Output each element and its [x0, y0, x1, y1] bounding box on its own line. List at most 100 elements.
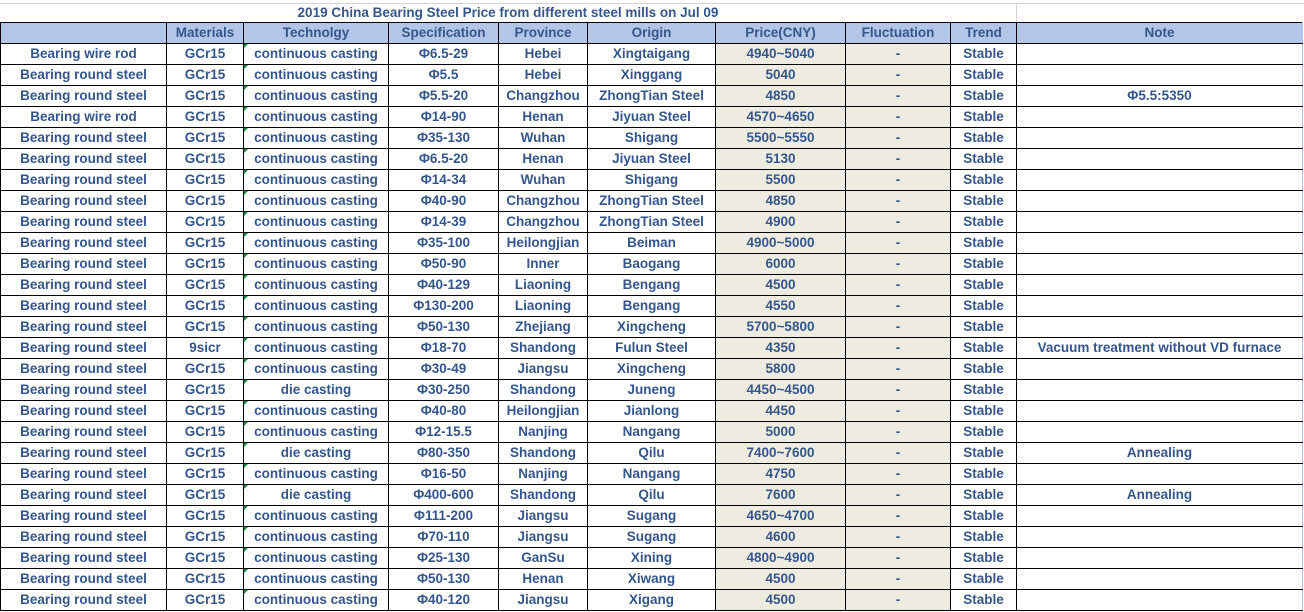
cell-product[interactable]: Bearing wire rod	[0, 106, 167, 128]
cell-fluctuation[interactable]: -	[845, 526, 951, 548]
cell-material[interactable]: GCr15	[166, 379, 244, 401]
cell-product[interactable]: Bearing round steel	[0, 589, 167, 611]
cell-specification[interactable]: Φ40-120	[388, 589, 499, 611]
cell-trend[interactable]: Stable	[950, 400, 1017, 422]
cell-trend[interactable]: Stable	[950, 463, 1017, 485]
cell-province[interactable]: Henan	[498, 106, 588, 128]
cell-material[interactable]: GCr15	[166, 547, 244, 569]
cell-note[interactable]	[1016, 64, 1303, 86]
cell-specification[interactable]: Φ40-129	[388, 274, 499, 296]
cell-specification[interactable]: Φ35-100	[388, 232, 499, 254]
cell-product[interactable]: Bearing round steel	[0, 526, 167, 548]
cell-trend[interactable]: Stable	[950, 148, 1017, 170]
cell-fluctuation[interactable]: -	[845, 316, 951, 338]
cell-price[interactable]: 4500	[715, 568, 846, 590]
cell-product[interactable]: Bearing round steel	[0, 568, 167, 590]
cell-specification[interactable]: Φ35-130	[388, 127, 499, 149]
cell-fluctuation[interactable]: -	[845, 169, 951, 191]
cell-origin[interactable]: ZhongTian Steel	[587, 211, 716, 233]
cell-price[interactable]: 4800~4900	[715, 547, 846, 569]
cell-note[interactable]	[1016, 547, 1303, 569]
cell-technology[interactable]: continuous casting	[243, 400, 389, 422]
cell-technology[interactable]: die casting	[243, 379, 389, 401]
cell-fluctuation[interactable]: -	[845, 106, 951, 128]
cell-specification[interactable]: Φ14-90	[388, 106, 499, 128]
cell-specification[interactable]: Φ50-130	[388, 316, 499, 338]
cell-trend[interactable]: Stable	[950, 589, 1017, 611]
cell-trend[interactable]: Stable	[950, 526, 1017, 548]
cell-technology[interactable]: continuous casting	[243, 568, 389, 590]
cell-origin[interactable]: Sugang	[587, 526, 716, 548]
cell-product[interactable]: Bearing round steel	[0, 64, 167, 86]
cell-note[interactable]	[1016, 505, 1303, 527]
cell-technology[interactable]: continuous casting	[243, 358, 389, 380]
cell-province[interactable]: Liaoning	[498, 274, 588, 296]
cell-price[interactable]: 4850	[715, 190, 846, 212]
cell-specification[interactable]: Φ50-130	[388, 568, 499, 590]
cell-material[interactable]: GCr15	[166, 274, 244, 296]
cell-fluctuation[interactable]: -	[845, 253, 951, 275]
cell-province[interactable]: Shandong	[498, 442, 588, 464]
cell-trend[interactable]: Stable	[950, 64, 1017, 86]
cell-note[interactable]	[1016, 43, 1303, 65]
cell-province[interactable]: Jiangsu	[498, 526, 588, 548]
cell-specification[interactable]: Φ18-70	[388, 337, 499, 359]
cell-specification[interactable]: Φ16-50	[388, 463, 499, 485]
cell-province[interactable]: Inner	[498, 253, 588, 275]
cell-origin[interactable]: ZhongTian Steel	[587, 85, 716, 107]
cell-origin[interactable]: Xigang	[587, 589, 716, 611]
cell-price[interactable]: 5700~5800	[715, 316, 846, 338]
cell-material[interactable]: GCr15	[166, 568, 244, 590]
cell-material[interactable]: GCr15	[166, 211, 244, 233]
cell-material[interactable]: GCr15	[166, 253, 244, 275]
cell-specification[interactable]: Φ70-110	[388, 526, 499, 548]
cell-trend[interactable]: Stable	[950, 211, 1017, 233]
cell-price[interactable]: 4350	[715, 337, 846, 359]
cell-trend[interactable]: Stable	[950, 421, 1017, 443]
cell-product[interactable]: Bearing round steel	[0, 442, 167, 464]
cell-material[interactable]: GCr15	[166, 421, 244, 443]
cell-province[interactable]: Zhejiang	[498, 316, 588, 338]
cell-origin[interactable]: Baogang	[587, 253, 716, 275]
cell-note[interactable]	[1016, 400, 1303, 422]
column-header-price[interactable]: Price(CNY)	[715, 22, 846, 44]
cell-specification[interactable]: Φ14-34	[388, 169, 499, 191]
cell-trend[interactable]: Stable	[950, 568, 1017, 590]
cell-origin[interactable]: Jiyuan Steel	[587, 148, 716, 170]
cell-price[interactable]: 5800	[715, 358, 846, 380]
cell-trend[interactable]: Stable	[950, 274, 1017, 296]
cell-origin[interactable]: Beiman	[587, 232, 716, 254]
cell-note[interactable]	[1016, 568, 1303, 590]
cell-origin[interactable]: Shigang	[587, 169, 716, 191]
cell-product[interactable]: Bearing round steel	[0, 547, 167, 569]
cell-note[interactable]: Annealing	[1016, 442, 1303, 464]
cell-note[interactable]	[1016, 106, 1303, 128]
cell-price[interactable]: 4500	[715, 589, 846, 611]
cell-origin[interactable]: Xinggang	[587, 64, 716, 86]
cell-material[interactable]: GCr15	[166, 400, 244, 422]
cell-note[interactable]	[1016, 358, 1303, 380]
cell-price[interactable]: 7600	[715, 484, 846, 506]
cell-note[interactable]	[1016, 211, 1303, 233]
cell-technology[interactable]: continuous casting	[243, 505, 389, 527]
cell-trend[interactable]: Stable	[950, 505, 1017, 527]
cell-material[interactable]: GCr15	[166, 526, 244, 548]
cell-province[interactable]: Changzhou	[498, 190, 588, 212]
cell-price[interactable]: 7400~7600	[715, 442, 846, 464]
cell-product[interactable]: Bearing round steel	[0, 484, 167, 506]
column-header-trend[interactable]: Trend	[950, 22, 1017, 44]
column-header-technology[interactable]: Technolgy	[243, 22, 389, 44]
cell-province[interactable]: Nanjing	[498, 463, 588, 485]
cell-origin[interactable]: Xingcheng	[587, 358, 716, 380]
cell-specification[interactable]: Φ80-350	[388, 442, 499, 464]
cell-price[interactable]: 4450	[715, 400, 846, 422]
cell-price[interactable]: 4900	[715, 211, 846, 233]
cell-note[interactable]	[1016, 169, 1303, 191]
cell-province[interactable]: Wuhan	[498, 127, 588, 149]
cell-material[interactable]: GCr15	[166, 463, 244, 485]
column-header-note[interactable]: Note	[1016, 22, 1303, 44]
cell-material[interactable]: GCr15	[166, 316, 244, 338]
cell-trend[interactable]: Stable	[950, 442, 1017, 464]
cell-province[interactable]: Liaoning	[498, 295, 588, 317]
cell-fluctuation[interactable]: -	[845, 64, 951, 86]
